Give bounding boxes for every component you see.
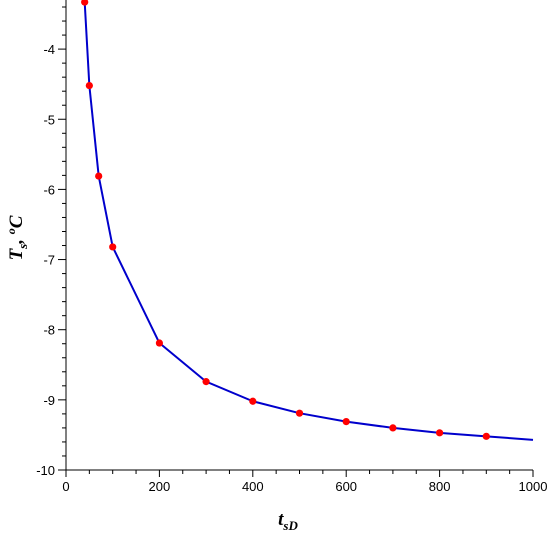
y-tick-label: -8 — [43, 323, 55, 338]
y-axis-label-sup: o — [4, 228, 18, 234]
data-point — [389, 424, 397, 432]
y-tick-label: -5 — [43, 112, 55, 127]
y-axis-label-main: T — [6, 247, 27, 260]
plot-area: 0 200 400 600 800 1000 -10 -9 -8 -7 -6 -5 -4 — [36, 0, 547, 494]
x-tick-label: 800 — [429, 479, 451, 494]
x-tick-label: 600 — [335, 479, 357, 494]
y-axis-label-rest: , — [6, 234, 27, 245]
x-tick-label: 400 — [242, 479, 264, 494]
x-axis-label: tsD — [278, 509, 298, 533]
x-axis-label-main: t — [278, 509, 284, 530]
y-tick-label: -4 — [43, 42, 55, 57]
data-point — [81, 0, 89, 6]
y-axis-ticks: -10 -9 -8 -7 -6 -5 -4 — [36, 6, 66, 478]
y-axis-label: Ts, oC — [4, 215, 30, 260]
data-point — [249, 397, 257, 405]
data-point — [482, 432, 490, 440]
y-tick-label: -7 — [43, 253, 55, 268]
data-point — [436, 429, 444, 437]
y-tick-label: -10 — [36, 463, 55, 478]
x-axis-label-sub: sD — [282, 518, 298, 533]
y-tick-label: -6 — [43, 182, 55, 197]
data-point — [109, 243, 117, 251]
x-tick-label: 0 — [62, 479, 69, 494]
x-tick-label: 200 — [149, 479, 171, 494]
data-point — [295, 409, 304, 417]
data-point — [85, 81, 93, 90]
x-tick-label: 1000 — [519, 479, 548, 494]
x-axis-ticks: 0 200 400 600 800 1000 — [62, 470, 547, 494]
data-point — [342, 417, 350, 426]
y-axis-label-sub: s — [15, 244, 30, 250]
series-line — [83, 2, 534, 441]
y-axis-label-unit: C — [6, 215, 27, 228]
data-point — [95, 172, 103, 180]
series-layer — [81, 0, 534, 441]
data-point — [202, 378, 210, 386]
data-point — [155, 339, 163, 347]
y-tick-label: -9 — [43, 393, 55, 408]
